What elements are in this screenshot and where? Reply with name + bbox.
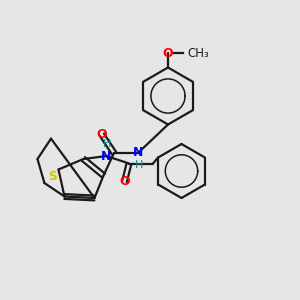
Text: N: N xyxy=(133,146,143,160)
Text: H: H xyxy=(135,160,144,170)
Text: H: H xyxy=(103,139,112,149)
Text: S: S xyxy=(48,170,57,184)
Text: O: O xyxy=(97,128,107,142)
Text: N: N xyxy=(101,149,112,163)
Text: O: O xyxy=(119,175,130,188)
Text: CH₃: CH₃ xyxy=(188,46,209,60)
Text: O: O xyxy=(163,46,173,60)
